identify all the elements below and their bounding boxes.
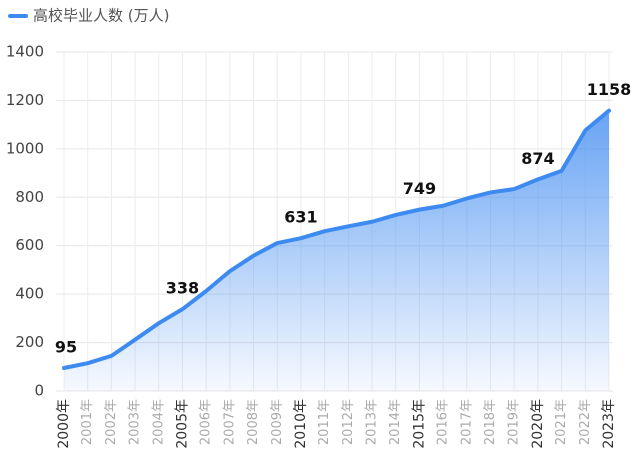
line xyxy=(62,108,611,370)
y-tick-label: 1200 xyxy=(6,91,44,109)
x-tick-label: 2016年 xyxy=(436,399,451,445)
y-tick-label: 600 xyxy=(15,236,44,254)
x-tick-label: 2011年 xyxy=(317,399,332,445)
x-tick-label: 2014年 xyxy=(388,399,403,445)
x-tick-label: 2022年 xyxy=(578,399,593,445)
y-tick-label: 800 xyxy=(15,188,44,206)
x-tick-label: 2000年 xyxy=(56,399,72,449)
y-tick-label: 200 xyxy=(15,333,44,351)
x-tick-label: 2008年 xyxy=(246,399,261,445)
x-tick-label: 2013年 xyxy=(365,399,380,445)
x-tick-label: 2004年 xyxy=(151,399,166,445)
x-tick-label: 2012年 xyxy=(341,399,356,445)
data-label: 95 xyxy=(55,337,77,356)
legend-label: 高校毕业人数 (万人) xyxy=(33,7,169,25)
x-tick-label: 2021年 xyxy=(554,399,569,445)
x-tick-label: 2009年 xyxy=(270,399,285,445)
marks xyxy=(62,108,611,391)
y-tick-label: 1000 xyxy=(6,139,44,157)
data-label: 338 xyxy=(166,279,199,298)
x-tick-label: 2001年 xyxy=(80,399,95,445)
x-tick-label: 2006年 xyxy=(199,399,214,445)
x-tick-label: 2010年 xyxy=(293,399,309,449)
x-tick-label: 2002年 xyxy=(104,399,119,445)
y-tick-label: 0 xyxy=(34,382,44,400)
labels: 0 200 400 600 800 1000 1200 1400 2000年 2001年 2002年… xyxy=(6,43,631,449)
y-tick-label: 400 xyxy=(15,285,44,303)
x-tick-label: 2020年 xyxy=(530,399,546,449)
y-tick-label: 1400 xyxy=(6,43,44,61)
x-tick-label: 2019年 xyxy=(507,399,522,445)
area xyxy=(64,110,609,391)
data-label: 1158 xyxy=(587,80,632,99)
x-tick-label: 2005年 xyxy=(174,399,190,449)
x-tick-label: 2023年 xyxy=(601,399,617,449)
x-tick-label: 2017年 xyxy=(459,399,474,445)
x-tick-label: 2018年 xyxy=(483,399,498,445)
data-label: 631 xyxy=(284,208,317,227)
data-label: 874 xyxy=(521,149,554,168)
data-label: 749 xyxy=(403,179,436,198)
x-tick-label: 2003年 xyxy=(128,399,143,445)
x-tick-label: 2015年 xyxy=(411,399,427,449)
x-tick-label: 2007年 xyxy=(222,399,237,445)
